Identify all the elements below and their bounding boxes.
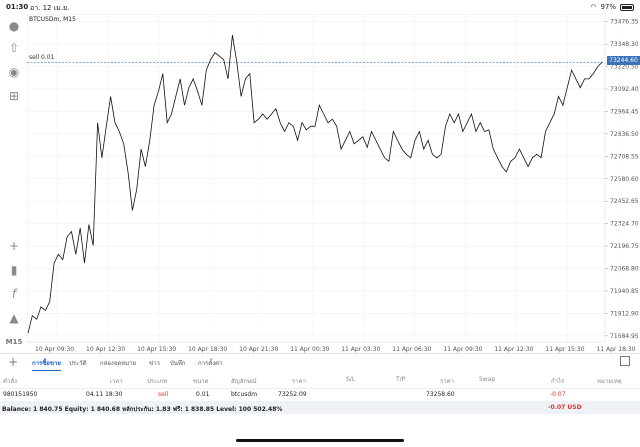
cell-profit: -0.07 [550,391,566,398]
balance-summary: Balance: 1 840.75 Equity: 1 840.68 หลักป… [2,406,283,413]
plot-frame [27,14,606,343]
cell-order: 980151950 [3,391,38,398]
layout-icon[interactable] [620,356,630,366]
time-label: 10 Apr 09:30 [35,346,74,353]
symbol-title: BTCUSDm, M15 [29,16,76,23]
account-icon[interactable]: ● [8,19,20,33]
price-label: 72068.80 [610,266,639,273]
chart-toolbar: ● ⇧ ◉ ⊞ + ▮ f ▲ M15 [0,14,27,356]
col-header-type: ประเภท [147,378,168,385]
time-label: 11 Apr 00:30 [290,346,329,353]
time-label: 10 Apr 21:30 [239,346,278,353]
cell-symbol: btcusdm [231,391,258,398]
wifi-icon: ◠ [590,3,597,11]
status-bar: 01:30 อา. 12 เม.ย. ◠ 97% [0,0,640,14]
tab-journal[interactable]: บันทึก [170,360,186,367]
battery-icon [620,3,634,11]
time-label: 11 Apr 18:30 [596,346,635,353]
price-label: 73476.35 [610,19,639,26]
objects-icon[interactable]: ▲ [9,311,19,325]
price-series-line [27,34,603,334]
col-header-price-current: ราคา [440,378,454,385]
price-label: 72196.75 [610,243,639,250]
tab-history[interactable]: ประวัติ [69,360,87,367]
tab-news[interactable]: ข่าว [149,360,160,367]
col-header-order: คำสั่ง [3,378,17,385]
price-label: 72708.55 [610,153,639,160]
time-label: 11 Apr 03:30 [341,346,380,353]
col-header-swap: Swap [479,376,496,383]
col-header-profit: กำไร [551,378,565,385]
time-label: 11 Apr 15:30 [545,346,584,353]
indicators-icon[interactable]: ▮ [10,263,18,277]
price-label: 73092.40 [610,86,639,93]
function-icon[interactable]: f [11,287,17,301]
time-label: 10 Apr 12:30 [86,346,125,353]
cell-type: sell [158,391,169,398]
col-header-symbol: สัญลักษณ์ [231,378,257,385]
current-price-badge: 73244.60 [607,56,640,65]
time-label: 11 Apr 12:30 [494,346,533,353]
tab-settings[interactable]: การตั้งค่า [198,360,223,367]
tab-mailbox[interactable]: กล่องจดหมาย [100,360,137,367]
balance-bar: Balance: 1 840.75 Equity: 1 840.68 หลักป… [0,401,640,414]
cell-size: 0.01 [196,391,210,398]
price-label: 72324.70 [610,221,639,228]
home-indicator[interactable] [236,439,404,442]
price-label: 73348.30 [610,41,639,48]
time-label: 11 Apr 09:30 [443,346,482,353]
col-header-time: เวลา [110,378,123,385]
price-label: 72452.65 [610,198,639,205]
price-label: 71684.95 [610,333,639,340]
status-time: 01:30 [6,3,29,11]
cell-price-open: 73252.09 [278,391,307,398]
time-label: 10 Apr 18:30 [188,346,227,353]
price-label: 71812.90 [610,310,639,317]
col-header-size: ขนาด [193,378,209,385]
price-label: 72580.60 [610,176,639,183]
bottom-tabs: + การซื้อขาย ประวัติ กล่องจดหมาย ข่าว บั… [0,353,640,371]
time-label: 11 Apr 06:30 [392,346,431,353]
chart-canvas[interactable]: 73476.35 73348.30 73220.50 73092.40 72964.45… [27,14,640,356]
price-label: 72836.50 [610,131,639,138]
cell-time: 04.11 18:30 [86,391,123,398]
order-line-label: sell 0.01 [29,54,55,61]
row-divider [0,388,640,389]
price-label: 71940.85 [610,288,639,295]
tab-trade[interactable]: การซื้อขาย [32,358,61,371]
trade-icon[interactable]: ⇧ [8,41,20,55]
add-icon[interactable]: + [8,355,19,369]
time-label: 10 Apr 15:30 [137,346,176,353]
new-order-icon[interactable]: ⊞ [8,89,20,103]
crosshair-icon[interactable]: + [8,239,20,253]
col-header-sl: S/L [346,376,356,383]
timeframe-button[interactable]: M15 [5,338,23,346]
col-header-comment: หมายเหตุ [597,378,622,385]
status-date: อา. 12 เม.ย. [30,4,70,12]
price-label: 73220.50 [610,64,639,71]
col-header-price-open: ราคา [292,378,306,385]
col-header-tp: T/P [396,376,406,383]
total-profit: -0.07 USD [548,404,582,411]
chat-icon[interactable]: ◉ [8,65,20,79]
battery-percent: 97% [600,3,616,11]
cell-price-current: 73258.60 [426,391,455,398]
price-chart[interactable]: 73476.35 73348.30 73220.50 73092.40 72964.45… [27,14,640,356]
price-label: 72964.45 [610,108,639,115]
